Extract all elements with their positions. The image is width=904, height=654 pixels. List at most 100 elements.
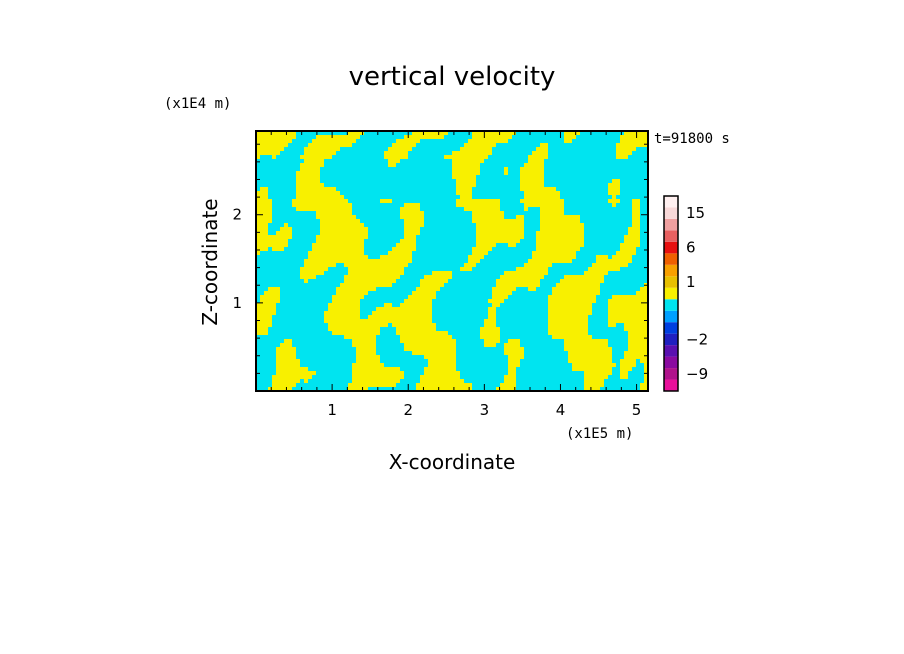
field-positive-region <box>312 139 356 143</box>
field-positive-region <box>616 143 648 147</box>
colorbar-segment <box>664 310 678 323</box>
colorbar-tick-label: 15 <box>686 204 705 222</box>
field-positive-region <box>432 271 452 275</box>
field-positive-region <box>260 187 268 191</box>
field-positive-region <box>504 347 524 351</box>
field-positive-region <box>352 339 376 343</box>
field-positive-region <box>548 327 588 331</box>
field-positive-region <box>412 351 456 355</box>
field-positive-region <box>584 271 608 275</box>
field-positive-region <box>444 155 488 159</box>
field-positive-region <box>620 139 648 143</box>
field-positive-region <box>348 383 396 387</box>
colorbar-frame <box>663 195 679 392</box>
field-positive-region <box>624 327 648 331</box>
field-positive-region <box>488 315 496 319</box>
field-positive-region <box>300 271 324 275</box>
field-positive-region <box>256 207 272 211</box>
field-positive-region <box>380 255 412 259</box>
plot-frame <box>255 130 649 392</box>
field-positive-region <box>496 283 540 287</box>
x-unit-label: (x1E5 m) <box>566 426 633 442</box>
field-positive-region <box>256 135 296 139</box>
field-positive-region <box>332 331 380 335</box>
field-positive-region <box>348 267 404 271</box>
field-positive-region <box>536 235 584 239</box>
field-positive-region <box>556 283 600 287</box>
field-positive-region <box>312 243 364 247</box>
field-positive-region <box>392 143 416 147</box>
field-positive-region <box>608 307 648 311</box>
field-positive-region <box>492 287 516 291</box>
field-positive-region <box>468 139 508 143</box>
colorbar-segment <box>664 322 678 334</box>
field-positive-region <box>388 159 400 163</box>
field-positive-region <box>532 255 576 259</box>
field-positive-region <box>356 351 376 355</box>
field-positive-region <box>368 315 432 319</box>
field-positive-region <box>256 215 272 219</box>
field-positive-region <box>264 291 280 295</box>
field-positive-region <box>504 343 520 347</box>
field-positive-region <box>464 207 500 211</box>
field-positive-region <box>496 279 540 283</box>
field-positive-region <box>624 323 648 327</box>
colorbar-segment <box>664 276 678 288</box>
field-positive-region <box>520 187 556 191</box>
field-positive-region <box>344 263 408 267</box>
field-positive-region <box>320 223 364 227</box>
field-positive-region <box>612 255 632 259</box>
field-positive-region <box>456 203 500 207</box>
field-positive-region <box>620 243 640 247</box>
field-positive-region <box>256 323 272 327</box>
field-positive-region <box>400 303 432 307</box>
field-positive-region <box>516 267 548 271</box>
field-positive-region <box>612 203 616 207</box>
field-positive-region <box>548 323 588 327</box>
field-positive-region <box>312 247 364 251</box>
field-positive-region <box>500 383 516 387</box>
colorbar-tick-label: −2 <box>686 330 708 348</box>
field-positive-region <box>540 215 580 219</box>
field-positive-region <box>316 135 360 139</box>
field-positive-region <box>324 315 360 319</box>
field-positive-region <box>256 227 268 231</box>
field-positive-region <box>256 251 260 255</box>
field-positive-region <box>484 323 496 327</box>
field-positive-region <box>496 387 516 391</box>
field-positive-region <box>400 211 424 215</box>
field-positive-region <box>504 171 508 175</box>
field-positive-region <box>416 383 472 387</box>
colorbar-tick-label: 6 <box>686 239 696 257</box>
field-positive-region <box>612 295 648 299</box>
field-positive-region <box>520 183 544 187</box>
colorbar-segment <box>664 196 678 208</box>
field-positive-region <box>608 303 648 307</box>
field-positive-region <box>608 319 648 323</box>
field-positive-region <box>620 371 628 375</box>
field-positive-region <box>632 207 640 211</box>
field-positive-region <box>472 219 524 223</box>
x-tick-label: 3 <box>480 401 490 419</box>
field-positive-region <box>568 359 612 363</box>
field-positive-region <box>256 231 268 235</box>
field-positive-region <box>428 359 456 363</box>
field-positive-region <box>276 231 292 235</box>
y-tick-label: 1 <box>232 294 242 312</box>
field-positive-region <box>276 367 308 371</box>
field-positive-region <box>376 307 432 311</box>
field-positive-region <box>612 195 616 199</box>
field-positive-region <box>632 199 640 203</box>
field-positive-region <box>520 167 544 171</box>
field-positive-region <box>616 251 636 255</box>
field-positive-region <box>548 331 588 335</box>
field-positive-region <box>472 247 492 251</box>
field-positive-region <box>476 235 524 239</box>
field-positive-region <box>628 343 648 347</box>
field-positive-region <box>468 259 480 263</box>
field-positive-region <box>632 203 640 207</box>
colorbar-segment <box>664 287 678 300</box>
field-positive-region <box>308 255 368 259</box>
field-positive-region <box>640 287 648 291</box>
field-positive-region <box>472 131 516 135</box>
